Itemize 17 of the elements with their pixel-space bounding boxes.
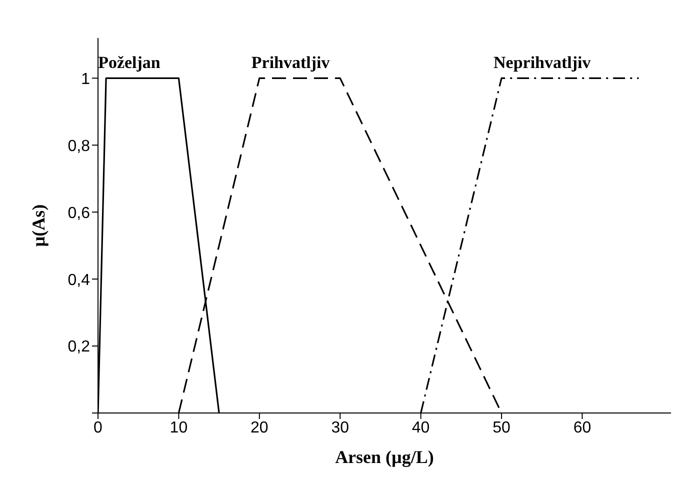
series-label: Poželjan bbox=[98, 53, 161, 72]
y-axis-title: µ(As) bbox=[28, 204, 48, 247]
series-label: Prihvatljiv bbox=[251, 53, 330, 72]
series-label: Neprihvatljiv bbox=[494, 53, 592, 72]
x-tick-label: 40 bbox=[412, 419, 430, 436]
x-tick-label: 0 bbox=[94, 419, 103, 436]
x-tick-label: 30 bbox=[331, 419, 350, 436]
x-axis-title: Arsen (µg/L) bbox=[335, 447, 434, 467]
y-tick-label: 0,4 bbox=[68, 272, 90, 289]
x-tick-label: 60 bbox=[573, 419, 592, 436]
y-tick-label: 1 bbox=[81, 70, 90, 88]
y-tick-label: 0,8 bbox=[68, 138, 90, 155]
x-tick-label: 10 bbox=[170, 419, 188, 436]
y-tick-label: 0,2 bbox=[68, 338, 90, 356]
y-tick-label: 0,6 bbox=[68, 204, 90, 222]
x-tick-label: 20 bbox=[250, 419, 268, 436]
x-tick-label: 50 bbox=[492, 419, 511, 436]
